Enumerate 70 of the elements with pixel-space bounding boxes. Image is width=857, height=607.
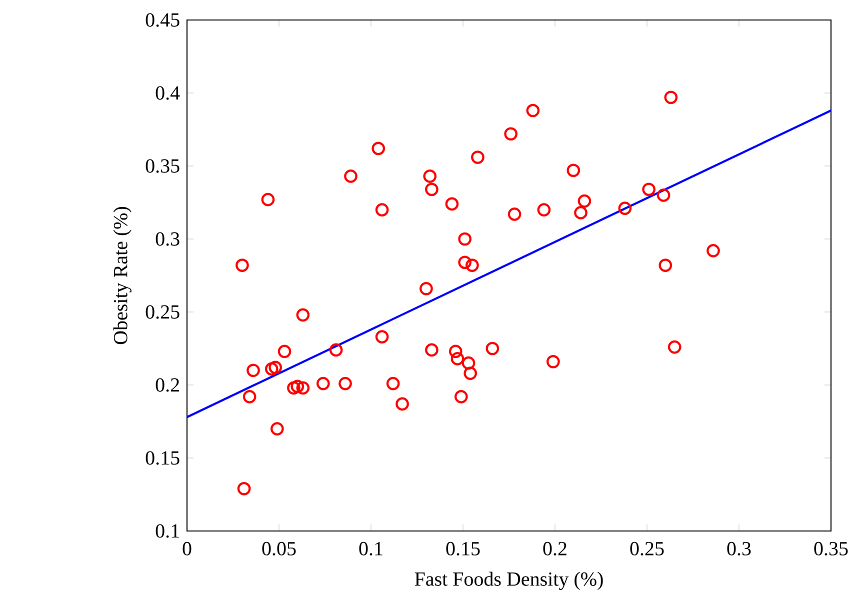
point bbox=[486, 342, 500, 356]
x-tick-label: 0.2 bbox=[543, 542, 566, 556]
point bbox=[246, 364, 260, 378]
point bbox=[462, 356, 476, 370]
point bbox=[316, 376, 330, 390]
point bbox=[546, 354, 560, 368]
point bbox=[664, 90, 678, 104]
point bbox=[420, 282, 433, 296]
y-tick-label: 0.1 bbox=[156, 524, 179, 538]
point bbox=[242, 390, 256, 404]
point bbox=[425, 343, 438, 357]
point bbox=[526, 104, 540, 118]
point bbox=[658, 258, 672, 272]
y-axis-title: Obesity Rate (%) bbox=[113, 206, 132, 344]
point bbox=[578, 194, 592, 208]
point bbox=[375, 203, 389, 216]
y-tick-label: 0.45 bbox=[146, 13, 180, 27]
point bbox=[396, 397, 409, 411]
x-tick-label: 0.3 bbox=[727, 542, 751, 556]
point bbox=[268, 360, 282, 374]
y-tick-label: 0.4 bbox=[156, 86, 180, 100]
point bbox=[458, 256, 472, 270]
point bbox=[450, 352, 464, 366]
x-tick-label: 0.25 bbox=[630, 542, 664, 556]
point bbox=[642, 182, 656, 196]
point bbox=[668, 340, 682, 354]
point bbox=[372, 142, 386, 156]
point bbox=[264, 362, 278, 376]
point bbox=[425, 182, 438, 196]
point bbox=[296, 308, 310, 322]
point bbox=[566, 164, 580, 178]
x-tick-label: 0.15 bbox=[446, 542, 480, 556]
x-tick-label: 0.35 bbox=[814, 542, 848, 556]
y-tick-label: 0.15 bbox=[146, 451, 180, 465]
point bbox=[270, 422, 284, 436]
point bbox=[278, 344, 292, 358]
point bbox=[656, 188, 670, 202]
x-tick-label: 0.1 bbox=[359, 542, 382, 556]
x-axis-title: Fast Foods Density (%) bbox=[414, 572, 603, 590]
point bbox=[445, 197, 459, 211]
point bbox=[423, 170, 437, 183]
point bbox=[537, 203, 551, 216]
point bbox=[375, 330, 389, 344]
point bbox=[261, 192, 275, 206]
point bbox=[344, 170, 358, 183]
point bbox=[329, 343, 343, 357]
y-tick-label: 0.2 bbox=[156, 378, 179, 392]
x-tick-label: 0 bbox=[182, 542, 192, 556]
point bbox=[508, 208, 522, 221]
point bbox=[466, 258, 479, 272]
point bbox=[464, 366, 478, 380]
point bbox=[504, 127, 518, 141]
point bbox=[454, 390, 468, 404]
point bbox=[706, 244, 720, 258]
y-tick-label: 0.35 bbox=[146, 159, 180, 173]
x-tick-label: 0.05 bbox=[262, 542, 296, 556]
point bbox=[237, 482, 251, 496]
point bbox=[448, 344, 462, 358]
point bbox=[290, 380, 304, 394]
point bbox=[287, 381, 300, 395]
point bbox=[574, 206, 588, 220]
point bbox=[618, 202, 632, 216]
point bbox=[236, 258, 249, 272]
point bbox=[338, 376, 352, 390]
point bbox=[458, 232, 472, 246]
y-tick-label: 0.3 bbox=[156, 232, 180, 246]
y-tick-label: 0.25 bbox=[146, 305, 180, 319]
point bbox=[296, 381, 310, 395]
point bbox=[471, 150, 484, 164]
point bbox=[386, 376, 400, 390]
